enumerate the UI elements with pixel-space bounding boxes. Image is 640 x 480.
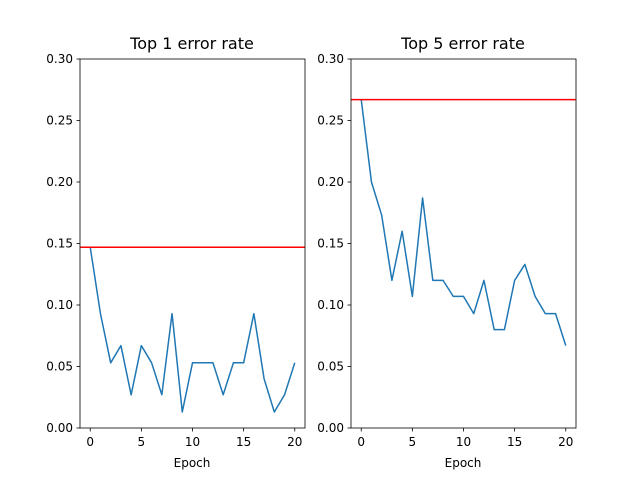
x-tick-label: 5 [138, 435, 146, 449]
x-tick-label: 5 [409, 435, 417, 449]
x-tick-label: 20 [287, 435, 302, 449]
y-tick-label: 0.30 [46, 52, 73, 66]
y-tick-label: 0.05 [317, 360, 344, 374]
chart-top1: Top 1 error rate Epoch 0.00 0.05 0.10 0.15 0… [46, 34, 306, 470]
x-tick-label: 10 [185, 435, 200, 449]
y-tick-label: 0.20 [317, 175, 344, 189]
series-line-0 [360, 99, 567, 346]
series-line-0 [89, 247, 296, 413]
x-axis-label: Epoch [445, 456, 482, 470]
y-tick-label: 0.25 [46, 114, 73, 128]
y-tick-label: 0.00 [317, 421, 344, 435]
x-axis-label: Epoch [174, 456, 211, 470]
chart-title: Top 1 error rate [129, 34, 254, 53]
y-tick-label: 0.20 [46, 175, 73, 189]
x-tick-label: 0 [86, 435, 94, 449]
y-tick-label: 0.30 [317, 52, 344, 66]
y-tick-label: 0.05 [46, 360, 73, 374]
y-tick-label: 0.15 [46, 237, 73, 251]
chart-top5: Top 5 error rate Epoch 0.00 0.05 0.10 0.15 0… [317, 34, 577, 470]
x-tick-label: 15 [236, 435, 251, 449]
x-tick-label: 15 [507, 435, 522, 449]
y-tick-label: 0.25 [317, 114, 344, 128]
y-tick-label: 0.00 [46, 421, 73, 435]
chart-title: Top 5 error rate [400, 34, 525, 53]
y-tick-label: 0.15 [317, 237, 344, 251]
y-tick-label: 0.10 [46, 298, 73, 312]
x-tick-label: 0 [357, 435, 365, 449]
x-tick-label: 10 [456, 435, 471, 449]
y-tick-label: 0.10 [317, 298, 344, 312]
x-tick-label: 20 [558, 435, 573, 449]
